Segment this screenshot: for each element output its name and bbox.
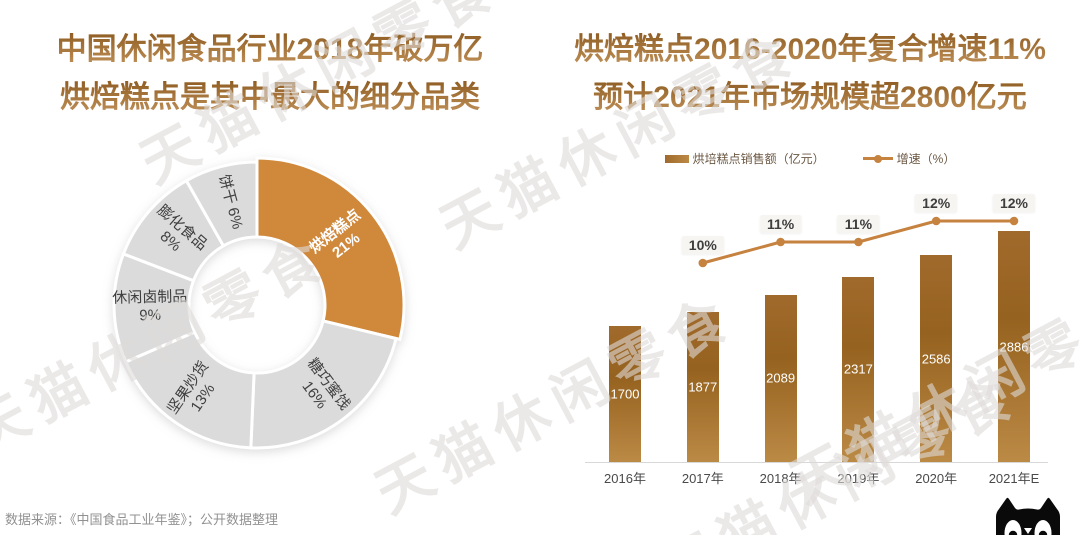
bar-value-2020年: 2586 [921,351,951,367]
y-tick-2000: 2000 [551,295,578,309]
growth-label-2017年: 10% [681,236,724,254]
bar-2021年E: 2886 [998,231,1030,462]
left-chart-title: 中国休闲食品行业2018年破万亿 烘焙糕点是其中最大的细分品类 [0,26,540,122]
left-title-line1: 中国休闲食品行业2018年破万亿 [0,26,540,74]
bar-value-2016年: 1700 [610,386,640,402]
growth-dot-2018年 [776,237,785,247]
legend-item-growth: 增速（%） [862,150,956,167]
chart-legend: 烘培糕点销售额（亿元） 增速（%） [540,150,1080,167]
pie-slice-饼干 [184,160,259,248]
right-title-line2: 预计2021年市场规模超2800亿元 [540,74,1080,122]
bar-2019年: 2317 [842,276,875,462]
y-tick-3000: 3000 [551,215,578,229]
growth-dot-2021年E [1009,216,1019,226]
x-label-2017年: 2017年 [681,471,724,486]
x-label-2016年: 2016年 [604,471,646,486]
growth-label-2019年: 11% [837,215,880,233]
bar-value-2017年: 1877 [688,379,718,395]
growth-label-2018年: 11% [759,215,802,233]
bar-2017年: 1877 [686,311,719,462]
bar-2020年: 2586 [920,255,953,462]
pie-slice-糖巧蜜饯 [249,319,398,450]
donut-svg [112,156,406,450]
legend-label-sales: 烘培糕点销售额（亿元） [692,152,825,166]
right-title-line1: 烘焙糕点2016-2020年复合增速11% [540,26,1080,74]
growth-label-2020年: 12% [915,194,958,212]
legend-item-sales: 烘培糕点销售额（亿元） [664,150,825,167]
left-title-line2: 烘焙糕点是其中最大的细分品类 [0,74,540,122]
pie-slice-坚果炒货 [123,330,256,450]
growth-dot-2019年 [854,237,863,247]
bar-value-2019年: 2317 [843,361,873,377]
growth-label-2021年E: 12% [992,194,1036,212]
x-label-2020年: 2020年 [915,471,958,486]
bar-value-2021年E: 2886 [999,339,1029,355]
y-tick-500: 500 [557,415,578,429]
data-source-note: 数据来源：《中国食品工业年鉴》；公开数据整理 [5,512,279,527]
right-chart-title: 烘焙糕点2016-2020年复合增速11% 预计2021年市场规模超2800亿元 [540,26,1080,122]
donut-chart: 烘焙糕点 21% 糖巧蜜饯 16% 坚果炒货 13% 休闲卤制品 9% 膨化食品 8% 饼干 6% [107,155,407,455]
bar-swatch-icon [664,154,689,163]
x-axis-line [585,462,1048,463]
y-tick-2500: 2500 [551,255,578,269]
bar-2016年: 1700 [609,326,641,462]
y-tick-1500: 1500 [551,335,578,349]
y-tick-1000: 1000 [551,375,578,389]
line-swatch-icon [862,154,893,163]
x-label-2021年E: 2021年E [988,471,1040,486]
line-dot-icon [873,154,882,163]
growth-dot-2020年 [931,216,941,226]
y-tick-3500: 3500 [551,175,578,189]
y-tick-0: 0 [571,455,578,469]
growth-dot-2017年 [698,258,708,268]
bar-2018年: 2089 [764,294,797,462]
bar-value-2018年: 2089 [766,370,796,386]
x-label-2018年: 2018年 [759,471,802,486]
legend-label-growth: 增速（%） [896,152,956,166]
x-label-2019年: 2019年 [837,471,880,486]
tmall-cat-logo-icon [996,497,1060,535]
pie-slice-烘焙糕点 [255,156,406,342]
